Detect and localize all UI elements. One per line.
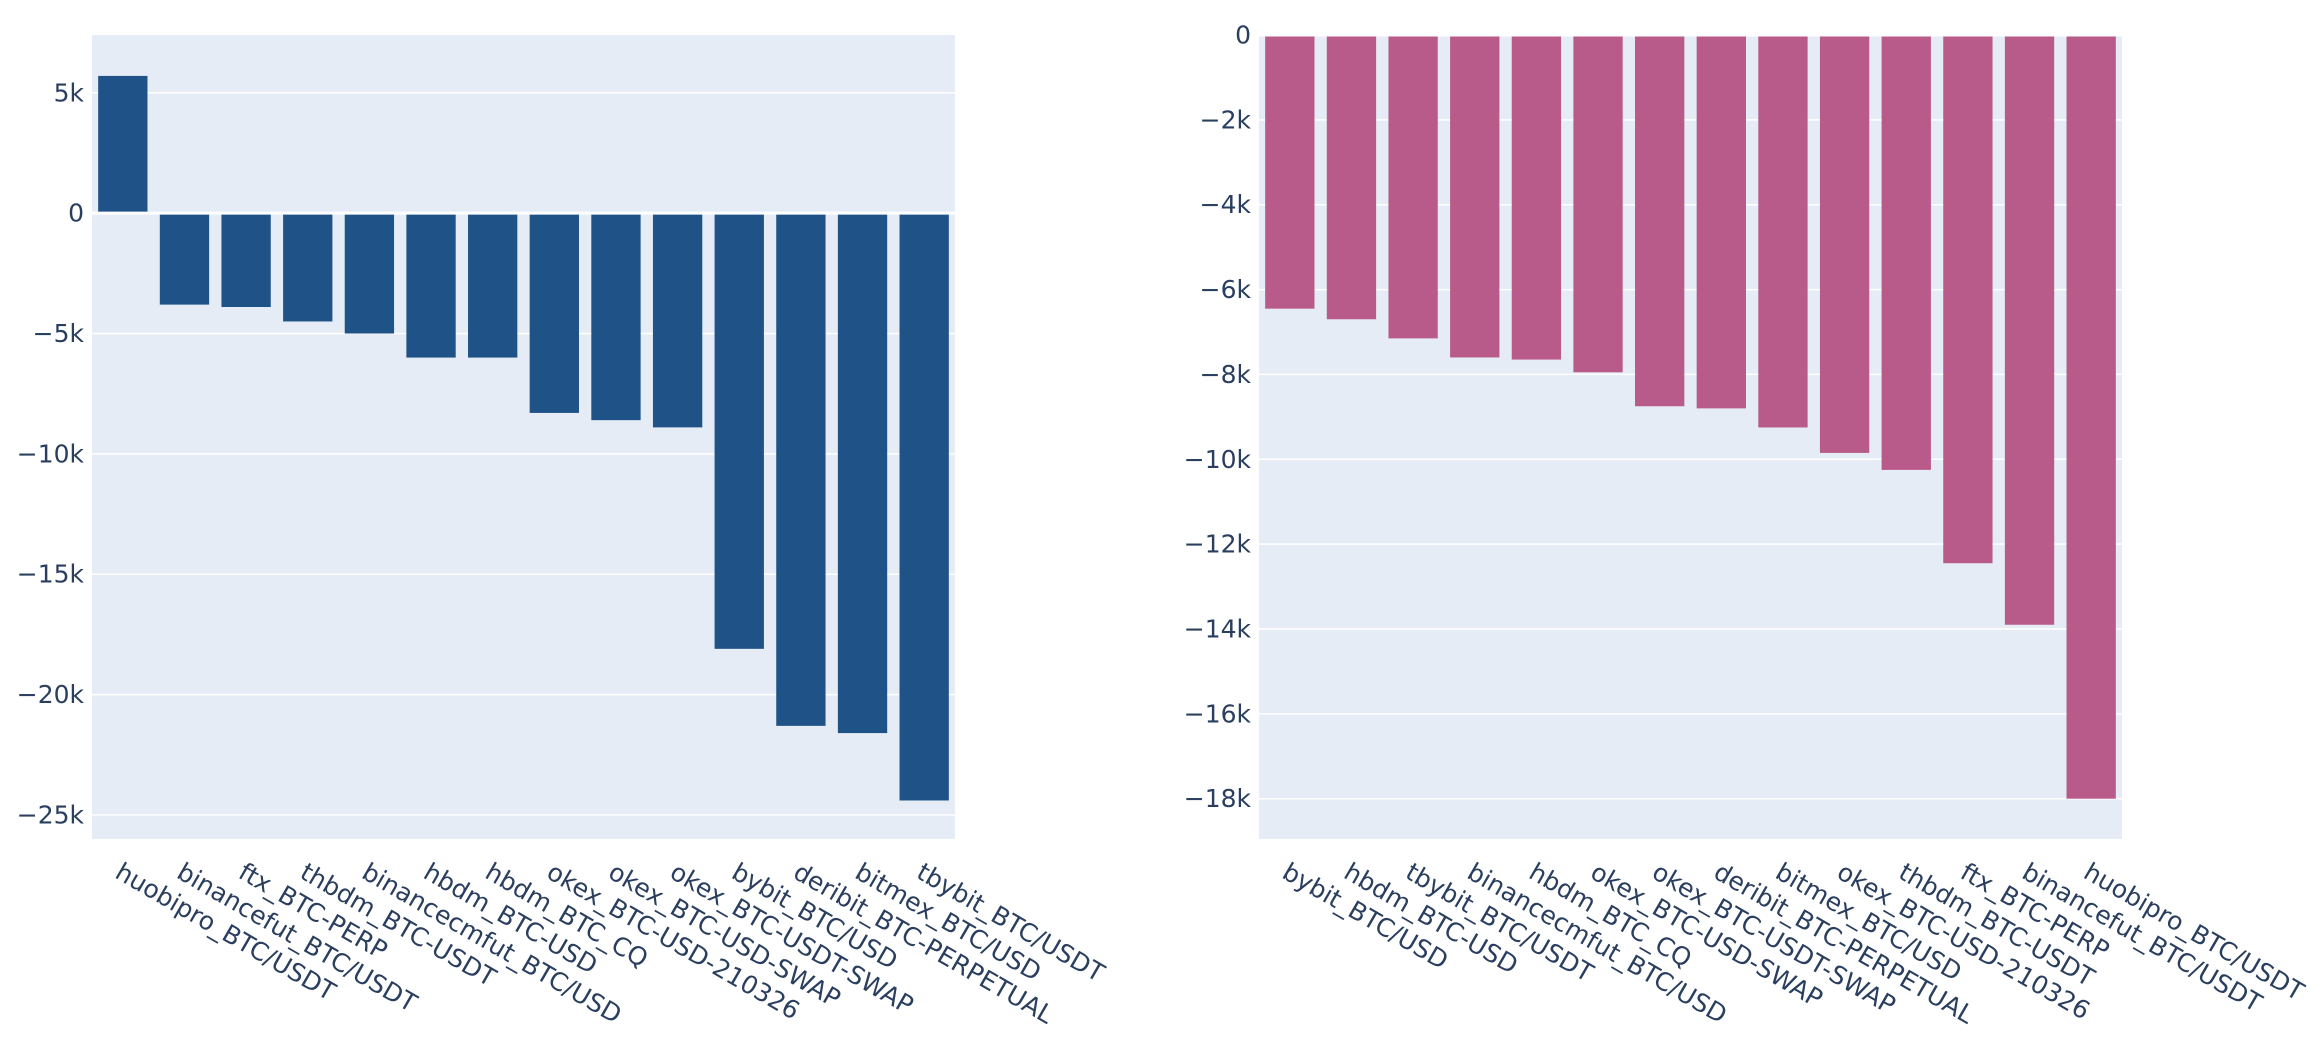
bar-hbdm_BTC-USD [1326,35,1377,320]
bar-thbdm_BTC-USDT [283,213,333,322]
bar-huobipro_BTC/USDT [98,75,148,214]
y-tick-label: −25k [17,800,85,829]
y-tick-label: −18k [1184,784,1252,813]
bar-okex_BTC-USD-SWAP [591,213,641,421]
bar-deribit_BTC-PERPETUAL [776,213,826,726]
chart-2: 0−2k−4k−6k−8k−10k−12k−14k−16k−18kbybit_B… [1184,21,2310,1030]
bar-hbdm_BTC-USD [406,213,456,358]
y-tick-label: 0 [68,199,84,228]
bar-hbdm_BTC_CQ [468,213,518,358]
bar-binancefut_BTC/USDT [159,213,210,305]
y-tick-label: 0 [1235,21,1251,50]
chart-1: 5k0−5k−10k−15k−20k−25khuobipro_BTC/USDTb… [17,35,1110,1030]
y-tick-label: −4k [1200,190,1252,219]
bar-deribit_BTC-PERPETUAL [1696,35,1746,409]
bar-bitmex_BTC/USD [837,213,888,734]
y-tick-label: −20k [17,680,85,709]
bar-okex_BTC-USDT-SWAP [1635,35,1685,407]
y-tick-label: −16k [1184,699,1252,728]
y-tick-label: −2k [1200,105,1252,134]
bar-tbybit_BTC/USDT [899,213,949,801]
bar-binancecmfut_BTC/USD [1450,35,1500,358]
y-tick-label: −10k [1184,445,1252,474]
bar-thbdm_BTC-USDT [1881,35,1931,470]
bar-okex_BTC-USD-210326 [529,213,579,413]
y-tick-label: 5k [54,78,85,107]
bar-ftx_BTC-PERP [1943,35,1993,564]
y-tick-label: −10k [17,439,85,468]
bar-ftx_BTC-PERP [221,213,271,308]
bar-tbybit_BTC/USDT [1388,35,1438,339]
bar-binancefut_BTC/USDT [2004,35,2055,625]
y-tick-label: −14k [1184,614,1252,643]
y-tick-label: −5k [33,319,85,348]
bar-huobipro_BTC/USDT [2066,35,2116,799]
y-tick-label: −15k [17,560,85,589]
y-tick-label: −12k [1184,530,1252,559]
y-tick-label: −6k [1200,275,1252,304]
bar-okex_BTC-USD-SWAP [1573,35,1623,373]
bar-bybit_BTC/USD [714,213,764,649]
bar-binancecmfut_BTC/USD [344,213,395,334]
bar-okex_BTC-USD-210326 [1819,35,1870,453]
bar-bybit_BTC/USD [1265,35,1315,309]
bar-hbdm_BTC_CQ [1511,35,1562,360]
bar-okex_BTC-USDT-SWAP [652,213,703,428]
bar-bitmex_BTC/USD [1758,35,1808,428]
y-tick-label: −8k [1200,360,1252,389]
